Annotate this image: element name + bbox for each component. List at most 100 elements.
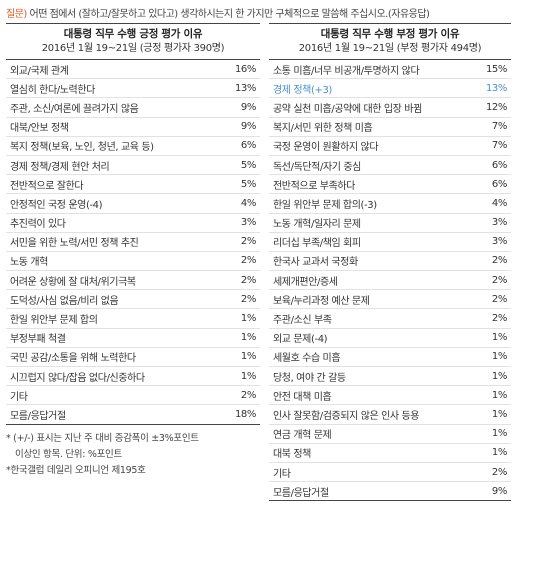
row-label: 외교/국제 관계 xyxy=(10,65,69,77)
table-row: 기타 2% xyxy=(269,463,511,483)
row-label: 노동 개혁 xyxy=(10,257,48,269)
row-percent: 2% xyxy=(240,255,256,267)
row-label: 추진력이 있다 xyxy=(10,219,66,231)
row-percent: 4% xyxy=(240,197,256,209)
row-label: 어려운 상황에 잘 대처/위기극복 xyxy=(10,276,136,288)
row-label: 세제개편안/증세 xyxy=(273,276,338,288)
row-percent: 1% xyxy=(491,332,507,344)
row-percent: 1% xyxy=(491,370,507,382)
row-percent: 6% xyxy=(491,159,507,171)
row-percent: 3% xyxy=(491,236,507,248)
table-row: 인사 잘못함/검증되지 않은 인사 등용 1% xyxy=(269,405,511,425)
row-percent: 16% xyxy=(234,63,256,75)
question-text: 질문) 어떤 점에서 (잘하고/잘못하고 있다고) 생각하시는지 한 가지만 구… xyxy=(6,5,550,20)
row-label: 주관/소신 부족 xyxy=(273,315,332,327)
row-percent: 6% xyxy=(491,178,507,190)
table-row: 대북 정책 1% xyxy=(269,444,511,463)
row-percent: 9% xyxy=(491,485,507,497)
row-label: 기타 xyxy=(273,468,291,480)
row-label: 대북 정책 xyxy=(273,449,311,461)
row-label: 부정부패 척결 xyxy=(10,334,66,346)
row-label: 전반적으로 잘한다 xyxy=(10,180,84,192)
row-percent: 3% xyxy=(240,217,256,229)
table-row: 주관/소신 부족 2% xyxy=(269,309,511,329)
row-label: 모름/응답거절 xyxy=(273,487,329,499)
row-label: 도덕성/사심 없음/비리 없음 xyxy=(10,295,119,307)
table-row: 노동 개혁/일자리 문제 3% xyxy=(269,214,511,233)
table-row: 외교 문제(-4) 1% xyxy=(269,329,511,348)
row-percent: 1% xyxy=(491,389,507,401)
table-row: 경제 정책/경제 현안 처리 5% xyxy=(6,156,260,176)
row-percent: 2% xyxy=(491,274,507,286)
row-label: 노동 개혁/일자리 문제 xyxy=(273,219,361,231)
positive-table-title: 대통령 직무 수행 긍정 평가 이유 xyxy=(63,28,203,40)
table-row: 열심히 한다/노력한다 13% xyxy=(6,79,260,99)
table-row: 공약 실천 미흡/공약에 대한 입장 바뀜 12% xyxy=(269,98,511,118)
row-percent: 18% xyxy=(234,408,256,420)
row-percent: 1% xyxy=(491,428,507,440)
row-percent: 1% xyxy=(491,447,507,459)
question-tag: 질문) xyxy=(6,9,27,20)
row-percent: 1% xyxy=(240,332,256,344)
row-percent: 2% xyxy=(240,293,256,305)
table-row: 안정적인 국정 운영(-4) 4% xyxy=(6,194,260,214)
footnote-source: *한국갤럽 데일리 오피니언 제195호 xyxy=(6,464,146,476)
row-percent: 1% xyxy=(491,408,507,420)
row-percent: 2% xyxy=(491,255,507,267)
table-row: 안전 대책 미흡 1% xyxy=(269,386,511,406)
positive-table-rows: 외교/국제 관계 16% 열심히 한다/노력한다 13% 주관, 소신/여론에 끌려가지… xyxy=(6,60,260,425)
row-label: 한일 위안부 문제 합의 xyxy=(10,315,98,327)
row-percent: 9% xyxy=(240,121,256,133)
row-label: 복지 정책(보육, 노인, 청년, 교육 등) xyxy=(10,142,154,154)
row-percent: 1% xyxy=(240,351,256,363)
row-percent: 5% xyxy=(240,159,256,171)
row-percent: 9% xyxy=(240,101,256,113)
row-label: 한국사 교과서 국정화 xyxy=(273,257,358,269)
row-percent: 7% xyxy=(491,121,507,133)
row-label: 경제 정책/경제 현안 처리 xyxy=(10,161,110,173)
table-row: 전반적으로 잘한다 5% xyxy=(6,175,260,195)
row-label: 당청, 여야 간 갈등 xyxy=(273,372,346,384)
row-label: 소통 미흡/너무 비공개/투명하지 않다 xyxy=(273,65,420,77)
table-row: 국민 공감/소통을 위해 노력한다 1% xyxy=(6,348,260,367)
table-row: 세제개편안/증세 2% xyxy=(269,271,511,291)
table-row: 대북/안보 정책 9% xyxy=(6,118,260,137)
table-row: 전반적으로 부족하다 6% xyxy=(269,175,511,195)
row-percent: 15% xyxy=(485,63,507,75)
row-percent: 12% xyxy=(485,101,507,113)
table-row: 리더십 부족/책임 회피 3% xyxy=(269,233,511,252)
footnotes: * (+/-) 표시는 지난 주 대비 증감폭이 ±3%포인트 이상인 항목. … xyxy=(6,431,260,479)
row-percent: 5% xyxy=(240,178,256,190)
table-row: 주관, 소신/여론에 끌려가지 않음 9% xyxy=(6,98,260,118)
row-label: 경제 정책(+3) xyxy=(273,84,332,96)
table-row: 서민을 위한 노력/서민 정책 추진 2% xyxy=(6,233,260,252)
row-label: 국정 운영이 원활하지 않다 xyxy=(273,142,379,154)
table-row: 기타 2% xyxy=(6,386,260,406)
table-row: 소통 미흡/너무 비공개/투명하지 않다 15% xyxy=(269,60,511,80)
row-label: 안전 대책 미흡 xyxy=(273,391,332,403)
negative-reasons-table: 대통령 직무 수행 부정 평가 이유 2016년 1월 19~21일 (부정 평… xyxy=(269,23,511,502)
row-label: 안정적인 국정 운영(-4) xyxy=(10,199,103,211)
negative-table-subtitle: 2016년 1월 19~21일 (부정 평가자 494명) xyxy=(298,43,482,54)
row-label: 공약 실천 미흡/공약에 대한 입장 바뀜 xyxy=(273,103,422,115)
table-row: 모름/응답거절 18% xyxy=(6,405,260,423)
negative-table-rows: 소통 미흡/너무 비공개/투명하지 않다 15% 경제 정책(+3) 13% 공약 실천… xyxy=(269,60,511,502)
question-body: 어떤 점에서 (잘하고/잘못하고 있다고) 생각하시는지 한 가지만 구체적으로… xyxy=(26,9,430,20)
table-row: 연금 개혁 문제 1% xyxy=(269,425,511,444)
row-label: 리더십 부족/책임 회피 xyxy=(273,238,361,250)
negative-table-header: 대통령 직무 수행 부정 평가 이유 2016년 1월 19~21일 (부정 평… xyxy=(269,23,511,60)
footnote-2: 이상인 항목. 단위: %포인트 xyxy=(15,448,122,460)
row-percent: 7% xyxy=(491,140,507,152)
row-label: 보육/누리과정 예산 문제 xyxy=(273,295,370,307)
positive-reasons-table: 대통령 직무 수행 긍정 평가 이유 2016년 1월 19~21일 (긍정 평… xyxy=(6,23,260,479)
table-row: 독선/독단적/자기 중심 6% xyxy=(269,156,511,176)
row-label: 국민 공감/소통을 위해 노력한다 xyxy=(10,353,136,365)
table-row: 당청, 여야 간 갈등 1% xyxy=(269,367,511,387)
row-label: 모름/응답거절 xyxy=(10,410,66,422)
row-label: 전반적으로 부족하다 xyxy=(273,180,355,192)
row-percent: 4% xyxy=(491,197,507,209)
table-row: 한국사 교과서 국정화 2% xyxy=(269,252,511,272)
table-row: 세월호 수습 미흡 1% xyxy=(269,348,511,367)
row-label: 세월호 수습 미흡 xyxy=(273,353,341,365)
row-label: 연금 개혁 문제 xyxy=(273,430,332,442)
